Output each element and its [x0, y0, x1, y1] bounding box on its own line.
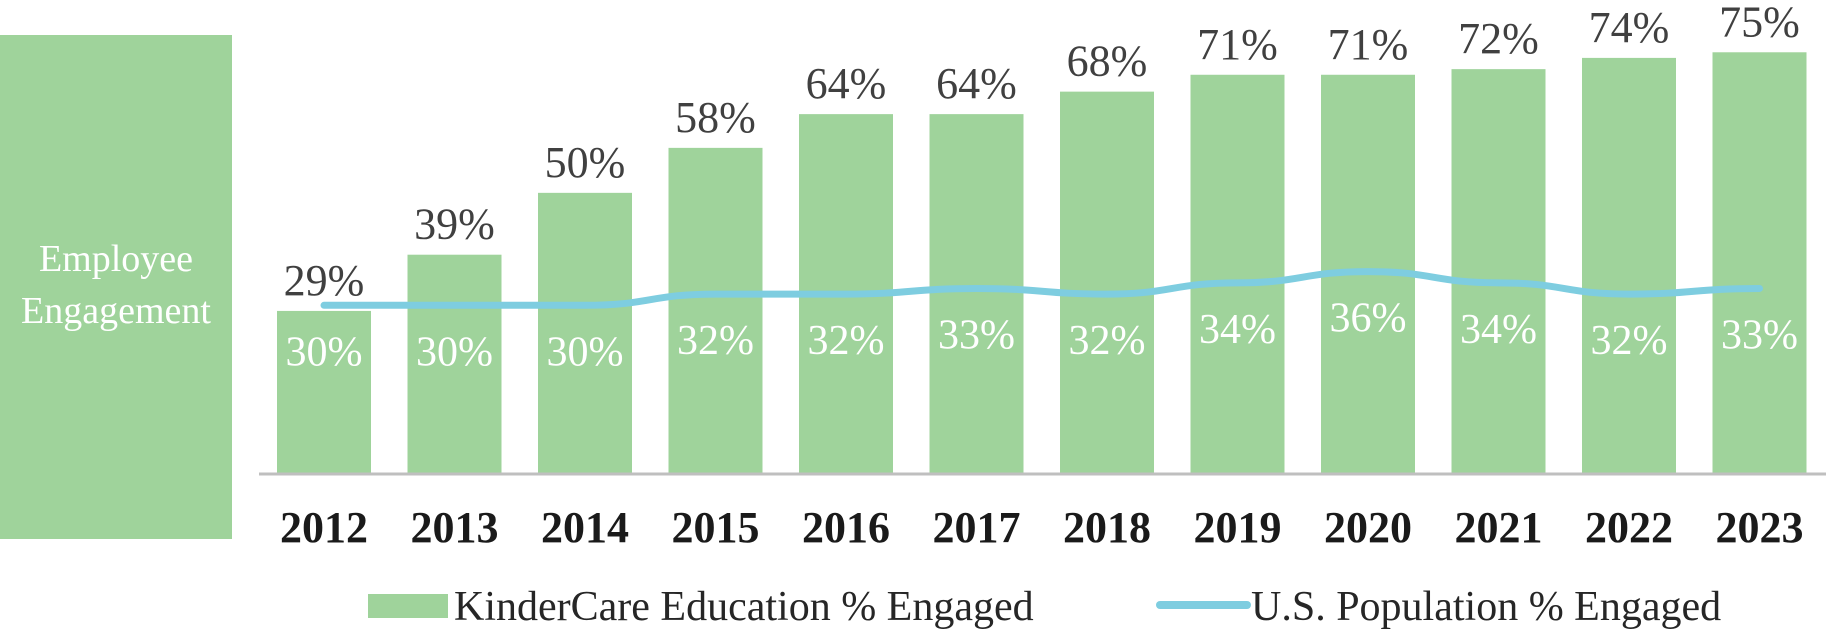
bar-value-label-2023: 75%: [1719, 0, 1800, 46]
line-value-label-2015: 32%: [677, 318, 754, 364]
x-tick-label-2016: 2016: [802, 503, 890, 552]
x-tick-label-2022: 2022: [1585, 503, 1673, 552]
x-tick-label-2013: 2013: [411, 503, 499, 552]
bar-value-label-2014: 50%: [545, 138, 626, 187]
bar-2023: [1712, 52, 1807, 475]
x-tick-label-2019: 2019: [1194, 503, 1282, 552]
legend-bar-swatch: [368, 594, 448, 618]
us-population-line: [320, 268, 1763, 309]
x-tick-label-2014: 2014: [541, 503, 629, 552]
bar-2012: [277, 310, 371, 474]
line-value-label-2022: 32%: [1591, 318, 1668, 364]
bar-2013: [407, 254, 502, 474]
bar-value-label-2017: 64%: [936, 59, 1017, 108]
x-tick-label-2017: 2017: [933, 503, 1021, 552]
side-panel-label-line1: Employee: [39, 238, 193, 280]
x-tick-label-2020: 2020: [1324, 503, 1412, 552]
bar-2022: [1582, 57, 1676, 474]
side-panel: [0, 35, 232, 539]
bar-2014: [538, 192, 632, 474]
side-panel-label-line2: Engagement: [21, 290, 211, 332]
legend-line-label: U.S. Population % Engaged: [1251, 584, 1721, 630]
line-value-label-2023: 33%: [1721, 312, 1798, 358]
line-layer: [320, 268, 1763, 309]
line-value-label-2014: 30%: [547, 329, 624, 375]
line-value-label-2016: 32%: [808, 318, 885, 364]
bar-value-label-2013: 39%: [414, 200, 495, 249]
bar-value-label-2020: 71%: [1328, 20, 1409, 69]
bar-value-label-2012: 29%: [284, 256, 365, 305]
x-tick-label-2012: 2012: [280, 503, 368, 552]
line-value-label-2018: 32%: [1069, 318, 1146, 364]
line-value-label-2021: 34%: [1460, 307, 1537, 353]
line-value-label-2020: 36%: [1330, 296, 1407, 342]
line-value-label-2013: 30%: [416, 329, 493, 375]
legend-bar-label: KinderCare Education % Engaged: [454, 584, 1034, 630]
bar-2018: [1060, 91, 1154, 475]
bars-layer: [277, 52, 1807, 475]
bar-value-label-2021: 72%: [1458, 14, 1539, 63]
bar-2021: [1451, 69, 1546, 475]
labels-layer: 29% 39% 50% 58% 64% 64% 68% 71% 71% 72% 74% 75% 30% 3…: [284, 0, 1800, 375]
x-tick-label-2015: 2015: [672, 503, 760, 552]
bar-2015: [668, 147, 763, 474]
x-tick-label-2018: 2018: [1063, 503, 1151, 552]
line-value-label-2017: 33%: [938, 312, 1015, 358]
bar-value-label-2019: 71%: [1197, 20, 1278, 69]
line-value-label-2012: 30%: [286, 329, 363, 375]
bar-2017: [929, 114, 1024, 475]
bar-2019: [1190, 74, 1285, 474]
legend: KinderCare Education % Engaged U.S. Popu…: [368, 584, 1721, 630]
ticks-layer: 2012 2013 2014 2015 2016 2017 2018 2019 2020 2021…: [280, 503, 1804, 552]
bar-value-label-2022: 74%: [1589, 3, 1670, 52]
x-tick-label-2023: 2023: [1716, 503, 1804, 552]
x-tick-label-2021: 2021: [1455, 503, 1543, 552]
line-value-label-2019: 34%: [1199, 307, 1276, 353]
bar-value-label-2016: 64%: [806, 59, 887, 108]
bar-value-label-2015: 58%: [675, 93, 756, 142]
bar-value-label-2018: 68%: [1067, 37, 1148, 86]
